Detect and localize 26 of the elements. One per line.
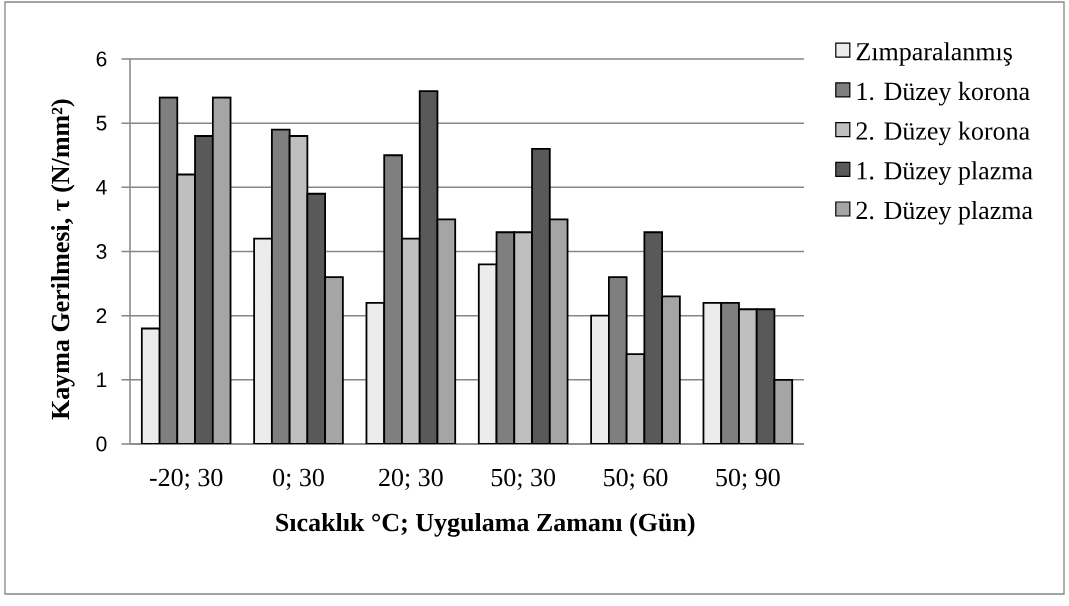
x-tick-label: 0; 30	[273, 468, 324, 490]
bar	[195, 136, 213, 444]
y-axis-title: Kayma Gerilmesi, τ (N/mm²)	[50, 99, 75, 420]
x-tick-label: 50; 60	[604, 468, 668, 490]
bar	[419, 91, 438, 444]
x-axis-title: Sıcaklık °C; Uygulama Zamanı (Gün)	[276, 512, 695, 537]
legend-label: 1. Düzey korona	[857, 81, 1030, 106]
x-tick-label: 50; 90	[716, 468, 780, 490]
x-tick-label: -20; 30	[149, 468, 223, 490]
y-tick-label: 3	[96, 244, 107, 259]
bar	[437, 219, 456, 444]
y-tick-label: 1	[97, 372, 107, 388]
y-tick-label: 2	[96, 308, 107, 323]
x-tick-label: 20; 30	[379, 468, 443, 490]
legend-label: 1. Düzey plazma	[857, 161, 1033, 185]
y-tick-label: 0	[96, 436, 107, 452]
legend-label: 2. Düzey korona	[856, 121, 1030, 146]
legend-label: 2. Düzey plazma	[856, 200, 1033, 225]
legend-label: Zımparalanmış	[856, 42, 1012, 66]
y-tick-label: 6	[96, 51, 107, 67]
y-tick-label: 4	[96, 180, 107, 195]
bar	[549, 219, 568, 444]
y-tick-label: 5	[96, 115, 107, 131]
bar	[177, 174, 196, 444]
x-tick-label: 50; 30	[491, 468, 556, 490]
bar	[212, 97, 231, 444]
